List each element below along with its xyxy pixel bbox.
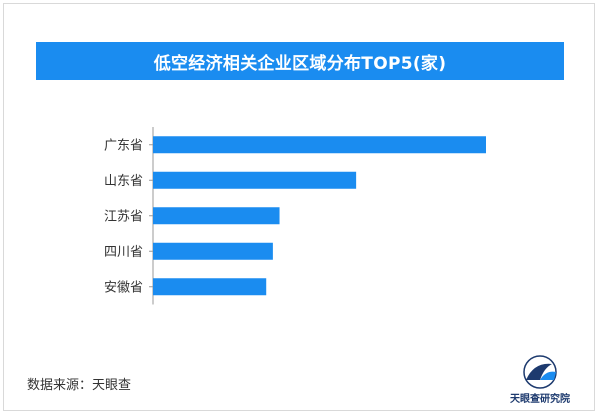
bar [153, 278, 267, 296]
chart-title: 低空经济相关企业区域分布TOP5(家) [153, 53, 447, 74]
data-source-note: 数据来源：天眼查 [27, 378, 132, 393]
tianyancha-logo: 天眼查研究院 [500, 354, 580, 405]
bar [153, 136, 486, 154]
bar [153, 242, 273, 260]
chart-frame [3, 3, 595, 411]
category-label: 安徽省 [104, 280, 143, 295]
logo-label: 天眼查研究院 [510, 394, 570, 405]
category-label: 山东省 [104, 174, 143, 189]
bar [153, 171, 357, 189]
logo-mark-icon [523, 355, 557, 389]
category-label: 江苏省 [104, 208, 143, 224]
bar [153, 207, 280, 225]
category-label: 广东省 [104, 138, 143, 153]
title-banner: 低空经济相关企业区域分布TOP5(家) [36, 42, 564, 80]
category-label: 四川省 [104, 245, 143, 260]
